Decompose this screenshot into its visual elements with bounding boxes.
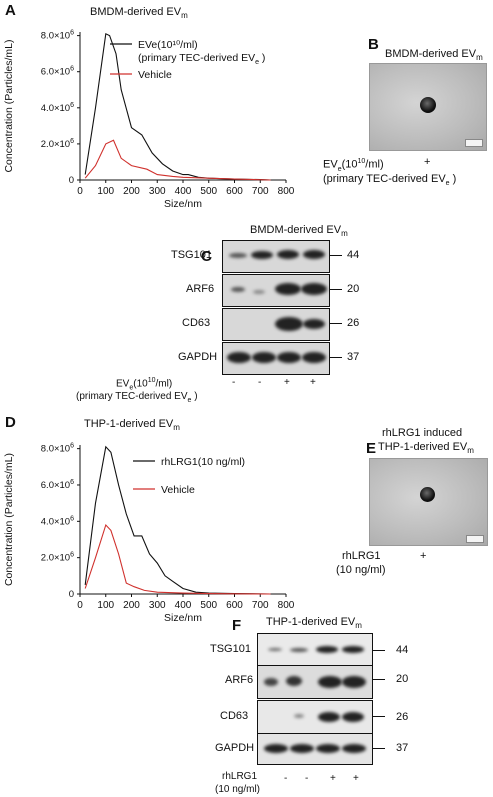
panel-e-title-1: rhLRG1 induced	[382, 427, 463, 439]
blot-f-lane-1: -	[284, 773, 288, 784]
blot-c-label-arf6: ARF6	[186, 283, 215, 295]
x-axis-label: Size/nm	[164, 612, 202, 624]
blot-f-label-arf6: ARF6	[225, 674, 254, 686]
panel-e-condition-label-2: (10 ng/ml)	[336, 564, 386, 576]
blot-c-label-gapdh: GAPDH	[178, 351, 218, 363]
y-tick-label: 6.0×106	[41, 479, 74, 491]
panel-e-condition-value: +	[420, 550, 427, 562]
panel-label-f: F	[232, 617, 242, 634]
x-tick-label: 400	[175, 600, 192, 611]
x-tick-label: 100	[97, 186, 114, 197]
blot-f-mw-cd63: 26	[396, 711, 409, 723]
y-tick-label: 2.0×106	[41, 552, 74, 564]
blot-c-cd63	[222, 308, 330, 341]
blot-f-arf6	[257, 665, 373, 699]
blot-c-lane-4: +	[310, 377, 316, 388]
blot-c-mw-arf6: 20	[347, 283, 360, 295]
y-tick-label: 8.0×106	[41, 443, 74, 455]
y-axis-label: Concentration (Particles/mL)	[3, 39, 15, 172]
blot-f-tsg101	[257, 633, 373, 668]
panel-b-condition-label-2: (primary TEC-derived EVe )	[323, 173, 457, 188]
blot-c-tsg101	[222, 240, 330, 273]
panel-e-condition-label: rhLRG1	[342, 550, 381, 562]
blot-c-condition-label: EVe(1010/ml)	[116, 377, 173, 392]
panel-e-title-2: THP-1-derived EVm	[378, 441, 474, 456]
panel-b-condition-label: EVe(1010/ml)	[323, 158, 384, 173]
blot-c-condition-label-2: (primary TEC-derived EVe )	[76, 391, 198, 404]
x-tick-label: 500	[200, 186, 217, 197]
panel-label-a: A	[5, 2, 16, 19]
blot-c-lane-2: -	[258, 377, 262, 388]
panel-label-e: E	[366, 440, 377, 457]
blot-f-mw-gapdh: 37	[396, 742, 409, 754]
x-tick-label: 0	[77, 600, 83, 611]
nta-chart-a: 0 100 200 300 400 500 600 700 800 0 2.0×106 4.0×106…	[3, 30, 295, 210]
y-tick-label: 0	[69, 175, 74, 186]
blot-f-lane-3: +	[330, 773, 336, 784]
blot-f-cd63	[257, 700, 373, 735]
panel-b-condition-value: +	[424, 156, 431, 168]
panel-c-title: BMDM-derived EVm	[250, 224, 348, 239]
x-tick-label: 300	[149, 600, 166, 611]
blot-f-lane-4: +	[353, 773, 359, 784]
blot-c-arf6	[222, 274, 330, 307]
nta-chart-d: 0 100 200 300 400 500 600 700 800 0 2.0×106 4.0×106…	[3, 443, 295, 624]
y-axis-label: Concentration (Particles/mL)	[3, 453, 15, 586]
x-tick-label: 700	[252, 186, 269, 197]
tem-image-b	[369, 63, 487, 151]
series-line-1	[84, 445, 271, 595]
y-tick-label: 6.0×106	[41, 66, 74, 78]
panel-a-title: BMDM-derived EVm	[90, 6, 188, 21]
blot-f-condition-label: rhLRG1	[222, 771, 258, 782]
tem-image-e	[369, 458, 488, 546]
blot-c-lane-3: +	[284, 377, 290, 388]
y-tick-label: 4.0×106	[41, 515, 74, 527]
legend-label-1: rhLRG1(10 ng/ml)	[161, 456, 245, 468]
panel-label-b: B	[368, 36, 379, 53]
y-tick-label: 2.0×106	[41, 138, 74, 150]
y-tick-label: 4.0×106	[41, 102, 74, 114]
x-tick-label: 700	[252, 600, 269, 611]
blot-f-condition-label-2: (10 ng/ml)	[215, 784, 261, 795]
blot-f-lane-2: -	[305, 773, 309, 784]
x-tick-label: 600	[226, 186, 243, 197]
blot-c-label-cd63: CD63	[182, 317, 211, 329]
legend-label-2: Vehicle	[138, 69, 172, 81]
blot-f-mw-tsg101: 44	[396, 644, 409, 656]
x-tick-label: 0	[77, 186, 83, 197]
y-tick-label: 0	[69, 589, 74, 600]
panel-f-title: THP-1-derived EVm	[266, 616, 362, 631]
x-tick-label: 400	[175, 186, 192, 197]
x-tick-label: 300	[149, 186, 166, 197]
series-line-2	[84, 523, 271, 595]
blot-f-label-tsg101: TSG101	[210, 643, 251, 655]
legend-label-1-line2: (primary TEC-derived EVe )	[138, 52, 265, 66]
x-tick-label: 200	[123, 186, 140, 197]
legend-label-2: Vehicle	[161, 484, 195, 496]
x-tick-label: 600	[226, 600, 243, 611]
blot-c-mw-gapdh: 37	[347, 351, 360, 363]
blot-f-mw-arf6: 20	[396, 673, 409, 685]
blot-c-gapdh	[222, 342, 330, 375]
legend-label-1: EVe(10¹⁰/ml)	[138, 39, 198, 51]
blot-c-mw-cd63: 26	[347, 317, 360, 329]
x-tick-label: 800	[278, 186, 295, 197]
x-axis-label: Size/nm	[164, 198, 202, 210]
blot-f-label-gapdh: GAPDH	[215, 742, 255, 754]
panel-b-title: BMDM-derived EVm	[385, 48, 483, 63]
series-line-2	[84, 139, 271, 181]
blot-c-label-tsg101: TSG101	[171, 249, 212, 261]
panel-label-d: D	[5, 414, 16, 431]
blot-c-lane-1: -	[232, 377, 236, 388]
panel-d-title: THP-1-derived EVm	[84, 418, 180, 433]
x-tick-label: 800	[278, 600, 295, 611]
blot-c-mw-tsg101: 44	[347, 249, 360, 261]
blot-f-label-cd63: CD63	[220, 710, 249, 722]
x-tick-label: 200	[123, 600, 140, 611]
x-tick-label: 100	[97, 600, 114, 611]
blot-f-gapdh	[257, 733, 373, 765]
y-tick-label: 8.0×106	[41, 30, 74, 42]
panel-label-c: C	[201, 248, 212, 265]
x-tick-label: 500	[200, 600, 217, 611]
